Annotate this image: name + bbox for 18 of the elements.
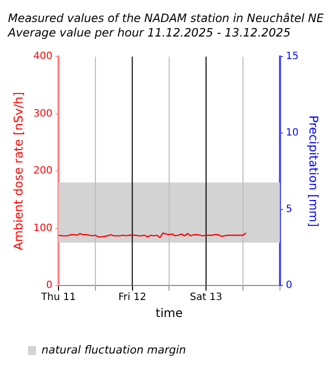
y-tick-label: 400 bbox=[33, 51, 52, 62]
x-tick-label: Sat 13 bbox=[190, 292, 222, 304]
y-tick-label: 300 bbox=[33, 108, 52, 120]
chart-title: Measured values of the NADAM station in Neuchâtel NE bbox=[8, 10, 324, 25]
y-tick-label: 100 bbox=[33, 222, 52, 234]
y-tick-label: 0 bbox=[46, 280, 52, 292]
y-tick-label: 200 bbox=[33, 166, 52, 177]
y-axis-title: Ambient dose rate [nSv/h] bbox=[11, 92, 26, 250]
chart-subtitle: Average value per hour 11.12.2025 - 13.12.2025 bbox=[7, 26, 291, 40]
x-tick-label: Fri 12 bbox=[118, 292, 146, 304]
legend-label: natural fluctuation margin bbox=[42, 343, 186, 356]
y2-tick-label: 5 bbox=[286, 204, 292, 215]
x-axis-title: time bbox=[156, 306, 183, 320]
x-tick-label: Thu 11 bbox=[40, 292, 76, 304]
y2-axis-title: Precipitation [mm] bbox=[306, 115, 321, 227]
y2-tick-label: 0 bbox=[286, 280, 292, 292]
y2-tick-label: 15 bbox=[286, 51, 299, 62]
y2-tick-label: 10 bbox=[286, 128, 299, 139]
